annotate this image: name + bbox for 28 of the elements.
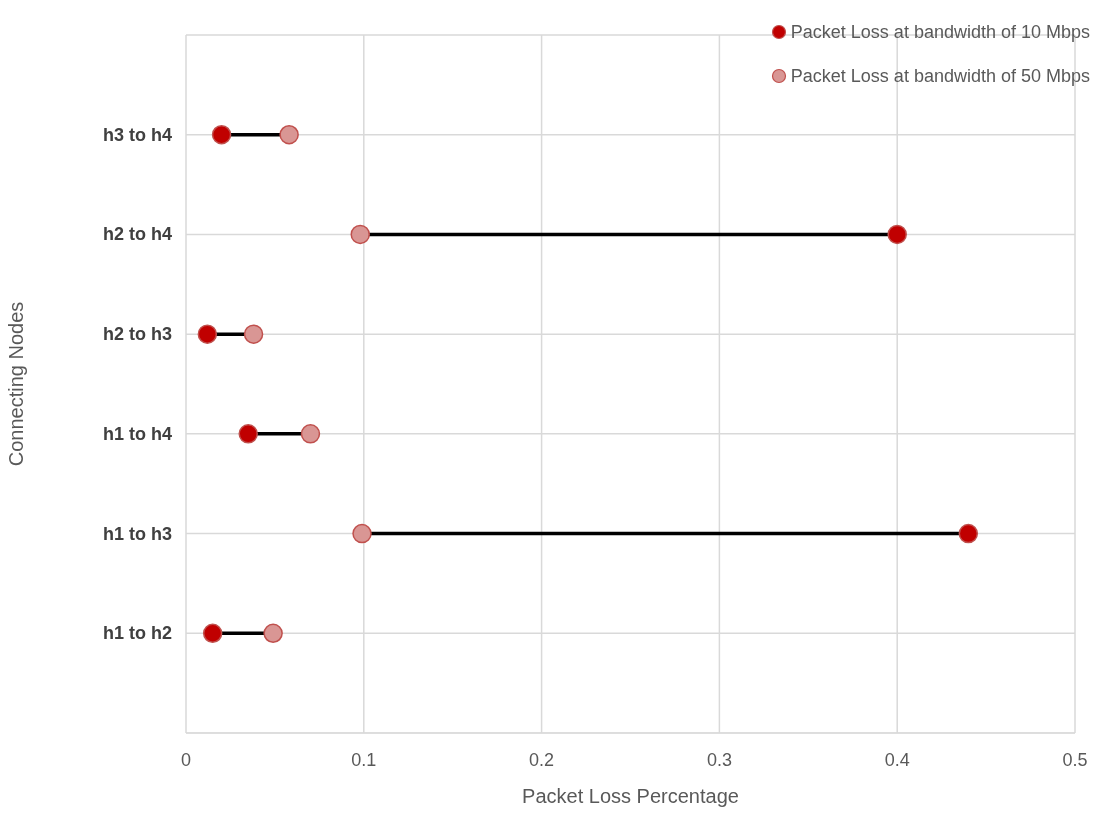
y-tick-label: h1 to h4 bbox=[102, 423, 172, 444]
y-axis-title: Connecting Nodes bbox=[5, 301, 28, 467]
point bbox=[279, 124, 299, 145]
point bbox=[211, 124, 232, 145]
x-tick-label: 0.5 bbox=[1062, 749, 1088, 770]
point bbox=[887, 224, 907, 245]
y-tick-label: h2 to h3 bbox=[102, 324, 172, 345]
x-tick-label: 0.1 bbox=[351, 749, 377, 770]
y-tick-label: h3 to h4 bbox=[102, 124, 172, 145]
point bbox=[197, 324, 218, 344]
x-tick-label: 0.3 bbox=[706, 749, 732, 770]
point bbox=[238, 424, 258, 444]
point bbox=[243, 324, 264, 344]
point bbox=[263, 623, 283, 644]
y-tick-label: h1 to h3 bbox=[102, 523, 172, 544]
point bbox=[352, 523, 372, 544]
x-tick-label: 0.4 bbox=[884, 749, 910, 770]
x-tick-label: 0.2 bbox=[529, 749, 555, 770]
point bbox=[300, 424, 321, 444]
point bbox=[350, 224, 370, 245]
y-tick-label: h1 to h2 bbox=[102, 623, 172, 644]
point bbox=[202, 623, 223, 644]
x-axis-title: Packet Loss Percentage bbox=[522, 785, 739, 807]
x-tick-label: 0 bbox=[180, 749, 192, 770]
legend-label: Packet Loss at bandwidth of 10 Mbps bbox=[790, 21, 1090, 44]
y-tick-label: h2 to h4 bbox=[102, 224, 172, 245]
point bbox=[958, 523, 979, 544]
legend-label: Packet Loss at bandwidth of 50 Mbps bbox=[790, 65, 1090, 88]
